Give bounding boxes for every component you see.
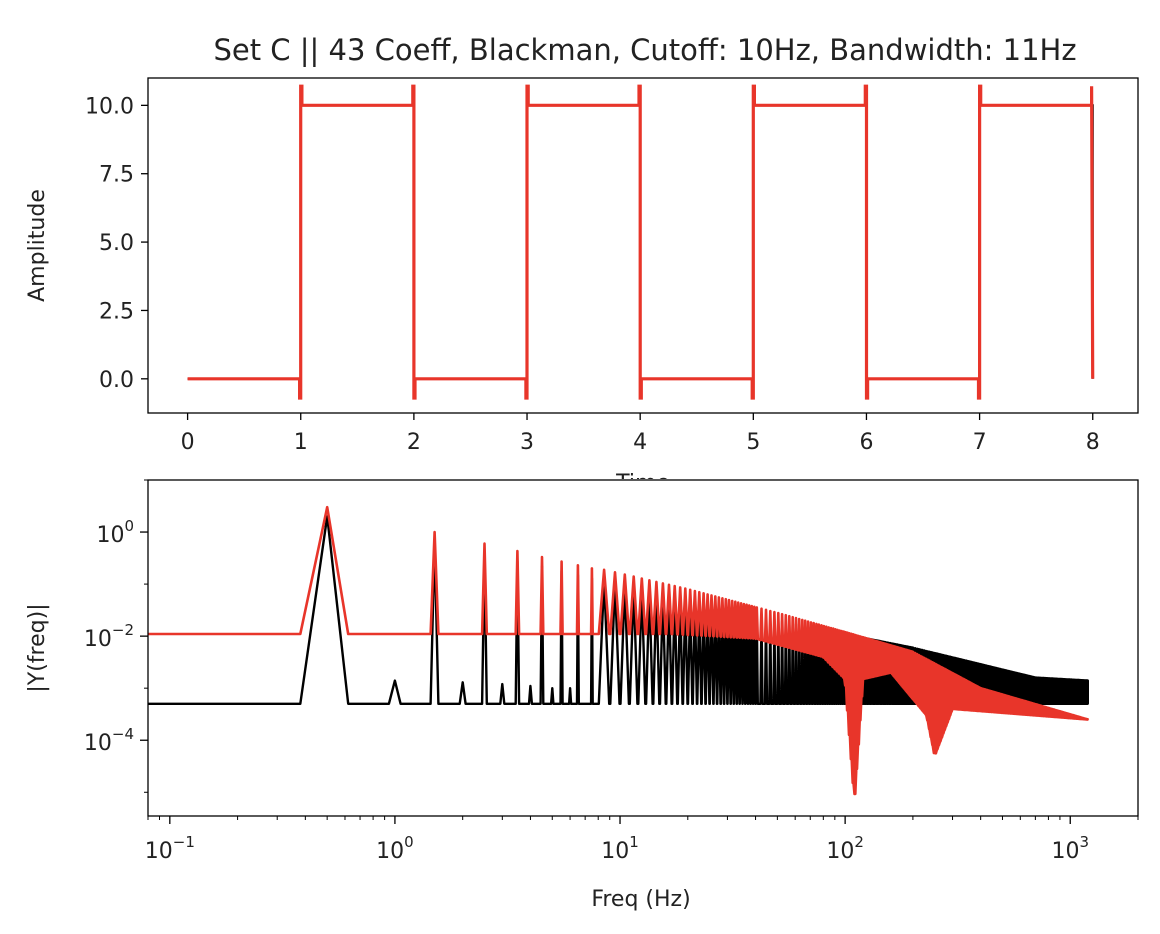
frequency-x-axis-label: Freq (Hz) — [591, 887, 690, 912]
time-domain-chart: Set C || 43 Coeff, Blackman, Cutoff: 10H… — [25, 33, 1139, 496]
y-tick-label: 10−2 — [84, 621, 134, 652]
x-tick-label: 100 — [376, 833, 414, 864]
axes-overlap-mask — [147, 479, 1139, 491]
y-tick-label: 10−4 — [84, 725, 134, 756]
x-tick-label: 1 — [294, 430, 308, 455]
time-x-ticks: 0 1 2 3 4 5 6 7 8 — [181, 413, 1100, 455]
x-tick-label: 0 — [181, 430, 195, 455]
y-tick-label: 5.0 — [99, 231, 134, 256]
x-tick-label: 103 — [1051, 833, 1089, 864]
time-y-axis-label: Amplitude — [25, 189, 50, 302]
x-tick-label: 2 — [407, 430, 421, 455]
x-tick-label: 3 — [520, 430, 534, 455]
x-tick-label: 5 — [746, 430, 760, 455]
y-tick-label: 0.0 — [99, 368, 134, 393]
spectrum-filtered-line — [148, 505, 1090, 796]
time-plot-frame — [147, 77, 1139, 414]
x-tick-label: 102 — [826, 833, 864, 864]
y-tick-label: 7.5 — [99, 163, 134, 188]
time-series-group — [187, 84, 1095, 400]
y-tick-label: 2.5 — [99, 299, 134, 324]
x-tick-label: 6 — [859, 430, 873, 455]
frequency-domain-chart: 10−1 100 101 102 103 100 10−2 10−4 Freq (Hz) |… — [25, 479, 1139, 912]
frequency-x-ticks: 10−1 100 101 102 103 — [145, 816, 1139, 864]
time-y-ticks: 0.0 2.5 5.0 7.5 10.0 — [85, 94, 148, 393]
frequency-y-axis-label: |Y(freq)| — [25, 603, 50, 692]
frequency-series-group — [148, 505, 1090, 796]
x-tick-label: 7 — [973, 430, 987, 455]
x-tick-label: 4 — [633, 430, 647, 455]
x-tick-label: 8 — [1086, 430, 1100, 455]
y-tick-label: 100 — [96, 517, 134, 548]
chart-title: Set C || 43 Coeff, Blackman, Cutoff: 10H… — [213, 33, 1076, 67]
x-tick-label: 10−1 — [145, 833, 195, 864]
frequency-y-ticks: 100 10−2 10−4 — [84, 479, 148, 793]
series-filtered-line — [187, 84, 1095, 400]
x-tick-label: 101 — [601, 833, 639, 864]
y-tick-label: 10.0 — [85, 94, 134, 119]
frequency-plot-frame — [147, 479, 1139, 817]
